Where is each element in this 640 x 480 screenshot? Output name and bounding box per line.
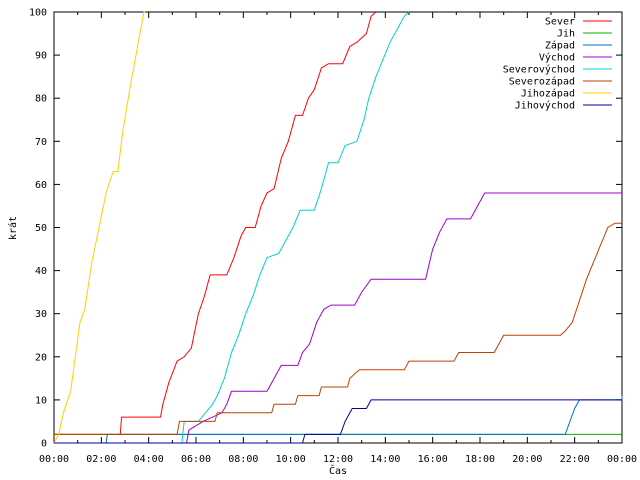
y-tick-label: 40 [35, 266, 47, 277]
legend-label: Jihovýchod [515, 100, 575, 112]
y-tick-labels: 0 10 20 30 40 50 60 70 80 90 100 [29, 8, 47, 450]
y-tick-label: 50 [35, 223, 47, 234]
x-tick-label: 22:00 [560, 454, 590, 465]
series-lines [53, 11, 623, 444]
legend-label: Východ [539, 52, 575, 64]
legend: SeverJihZápadVýchodSeverovýchodSeverozáp… [503, 17, 612, 112]
series-line-6 [53, 11, 146, 444]
series-line-4 [54, 11, 410, 444]
x-tick-label: 02:00 [86, 454, 116, 465]
y-tick-label: 30 [35, 309, 47, 320]
x-tick-label: 06:00 [181, 454, 211, 465]
y-tick-label: 80 [35, 94, 47, 105]
x-tick-label: 12:00 [323, 454, 353, 465]
series-line-3 [54, 192, 622, 444]
x-tick-label: 10:00 [276, 454, 306, 465]
series-line-7 [54, 399, 622, 444]
x-tick-label: 14:00 [370, 454, 400, 465]
y-tick-label: 70 [35, 137, 47, 148]
y-tick-label: 90 [35, 51, 47, 62]
x-axis-label: Čas [329, 464, 347, 477]
legend-label: Severovýchod [503, 64, 575, 76]
legend-label: Západ [545, 40, 575, 52]
x-tick-label: 04:00 [134, 454, 164, 465]
x-tick-label: 00:00 [39, 454, 69, 465]
series-line-0 [54, 11, 377, 435]
y-tick-label: 10 [35, 395, 47, 406]
legend-label: Jih [557, 29, 575, 40]
x-tick-label: 18:00 [465, 454, 495, 465]
legend-label: Sever [545, 17, 575, 28]
legend-label: Severozápad [509, 76, 575, 88]
series-line-5 [54, 222, 622, 435]
x-tick-label: 20:00 [512, 454, 542, 465]
y-tick-label: 20 [35, 352, 47, 363]
x-tick-labels: 00:00 02:00 04:00 06:00 08:00 10:00 12:00 14:00… [39, 454, 637, 465]
x-tick-label: 00:00 [607, 454, 637, 465]
y-tick-label: 60 [35, 180, 47, 191]
y-tick-label: 100 [29, 8, 47, 19]
legend-label: Jihozápad [521, 88, 575, 100]
y-tick-label: 0 [41, 439, 47, 450]
x-tick-label: 08:00 [228, 454, 258, 465]
y-axis-label: krát [7, 216, 19, 240]
plot-area [53, 11, 623, 444]
x-tick-label: 16:00 [418, 454, 448, 465]
